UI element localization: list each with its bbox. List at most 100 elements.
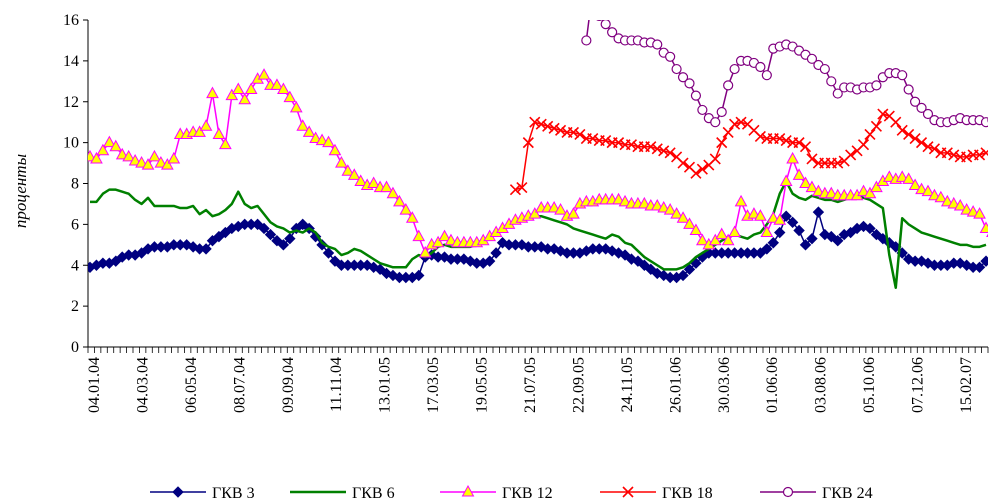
x-tick-label: 21.07.05: [522, 357, 539, 413]
data-point: [782, 486, 794, 498]
data-point: [806, 153, 818, 165]
data-point: [961, 151, 973, 163]
data-point: [490, 247, 502, 259]
data-point: [154, 156, 168, 168]
data-point: [877, 108, 889, 120]
data-point: [664, 147, 676, 159]
data-point: [567, 207, 580, 219]
data-point: [309, 230, 322, 243]
data-point: [806, 232, 818, 245]
data-point: [658, 145, 670, 157]
data-point: [283, 90, 297, 103]
data-point: [412, 229, 426, 242]
data-point: [676, 211, 690, 223]
data-point: [799, 239, 812, 251]
x-tick-label: 09.09.04: [280, 357, 297, 413]
x-tick-label: 19.05.05: [474, 357, 491, 413]
data-point: [483, 255, 496, 267]
data-point: [96, 143, 110, 156]
data-point: [774, 226, 786, 239]
data-point: [444, 233, 458, 246]
data-point: [864, 128, 876, 141]
data-point: [987, 117, 988, 123]
data-point: [780, 135, 792, 147]
data-point: [966, 205, 980, 217]
data-point: [735, 116, 747, 128]
x-tick-label: 04.01.04: [86, 357, 103, 413]
data-point: [922, 141, 934, 153]
data-point: [973, 207, 986, 219]
data-point: [335, 156, 348, 168]
data-point: [915, 182, 928, 195]
data-point: [600, 20, 611, 30]
data-point: [315, 133, 329, 146]
data-point: [354, 174, 368, 186]
y-tick-label: 0: [71, 339, 79, 356]
data-point: [102, 135, 116, 148]
x-tick-label: 11.11.04: [328, 357, 345, 412]
data-point: [613, 137, 625, 149]
series-line: [515, 113, 987, 191]
data-point: [393, 194, 406, 207]
data-point: [277, 82, 290, 94]
data-point: [193, 125, 206, 137]
y-tick-label: 8: [71, 176, 79, 193]
data-point: [799, 176, 812, 188]
data-point: [399, 203, 413, 215]
x-tick-label: 24.11.05: [619, 357, 636, 412]
data-point: [167, 151, 181, 164]
x-tick-label: 04.03.04: [134, 357, 151, 413]
data-point: [596, 20, 603, 22]
data-point: [413, 269, 425, 282]
data-point: [219, 137, 232, 150]
data-point: [277, 239, 290, 251]
data-point: [934, 190, 948, 203]
data-point: [921, 184, 935, 197]
data-point: [529, 116, 541, 128]
data-point: [289, 100, 303, 113]
x-tick-label: 13.01.05: [377, 357, 394, 413]
x-tick-label: 22.09.05: [570, 357, 587, 413]
data-point: [172, 486, 184, 498]
data-point: [663, 203, 677, 215]
data-point: [824, 186, 838, 199]
data-point: [973, 149, 986, 161]
data-point: [650, 198, 664, 211]
data-point: [587, 132, 599, 145]
data-point: [708, 233, 722, 246]
y-tick-label: 4: [71, 257, 79, 274]
data-point: [225, 88, 239, 101]
x-tick-label: 01.06.06: [764, 357, 781, 413]
data-point: [665, 51, 676, 62]
data-point: [928, 188, 941, 201]
data-point: [115, 147, 129, 160]
series-line: [585, 20, 988, 123]
data-point: [799, 141, 812, 153]
data-point: [670, 207, 683, 219]
data-point: [574, 128, 586, 141]
data-point: [347, 168, 361, 180]
data-point: [141, 158, 155, 170]
data-point: [793, 137, 805, 149]
data-point: [723, 80, 734, 91]
data-point: [607, 27, 618, 38]
legend-label: ГКВ 6: [352, 485, 395, 502]
data-point: [677, 269, 689, 282]
data-point: [761, 70, 772, 81]
data-point: [779, 174, 793, 186]
data-point: [953, 198, 967, 211]
data-point: [697, 104, 708, 116]
x-tick-label: 06.05.04: [183, 357, 200, 413]
data-point: [600, 135, 612, 147]
y-tick-label: 10: [63, 135, 79, 152]
data-point: [871, 80, 882, 91]
data-point: [895, 170, 909, 182]
x-tick-label: 03.08.06: [813, 357, 830, 413]
data-point: [657, 200, 671, 213]
data-point: [689, 223, 703, 236]
data-point: [857, 184, 870, 197]
data-point: [405, 211, 419, 223]
data-point: [709, 153, 721, 165]
data-point: [618, 194, 632, 207]
series-3: [88, 68, 988, 258]
